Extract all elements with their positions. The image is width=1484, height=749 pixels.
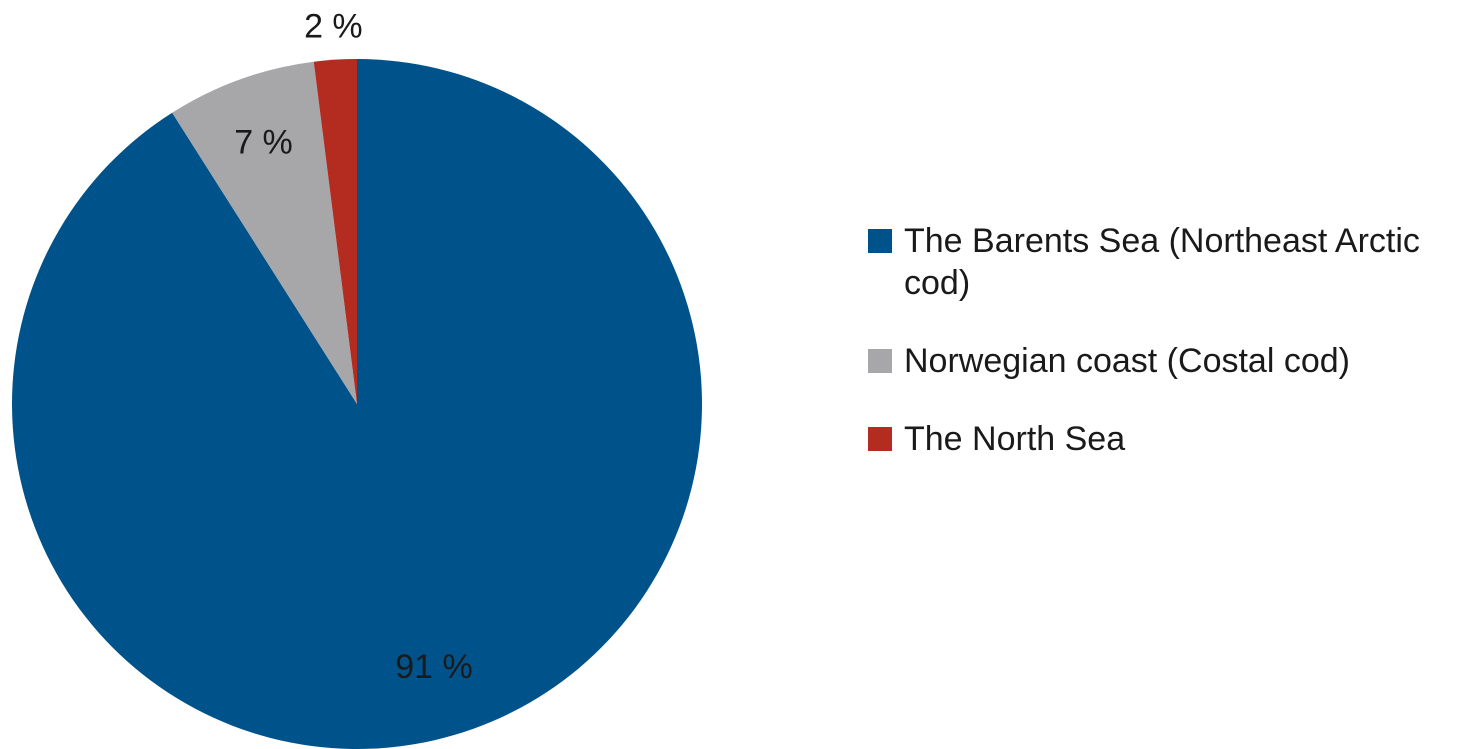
legend-label: The Barents Sea (Northeast Arctic cod): [904, 222, 1420, 302]
legend-swatch: [868, 349, 892, 373]
legend-item: Norwegian coast (Costal cod): [868, 340, 1458, 382]
legend-label: The North Sea: [904, 420, 1126, 458]
legend: The Barents Sea (Northeast Arctic cod) No…: [868, 220, 1458, 496]
pie-slice: [172, 61, 357, 404]
data-label: 2 %: [304, 8, 363, 46]
legend-label: Norwegian coast (Costal cod): [904, 342, 1350, 380]
legend-item: The North Sea: [868, 418, 1458, 460]
legend-swatch: [868, 427, 892, 451]
data-label: 7 %: [234, 123, 293, 161]
data-label: 91 %: [395, 648, 473, 686]
legend-swatch: [868, 229, 892, 253]
legend-item: The Barents Sea (Northeast Arctic cod): [868, 220, 1458, 304]
pie-slice: [313, 59, 357, 404]
